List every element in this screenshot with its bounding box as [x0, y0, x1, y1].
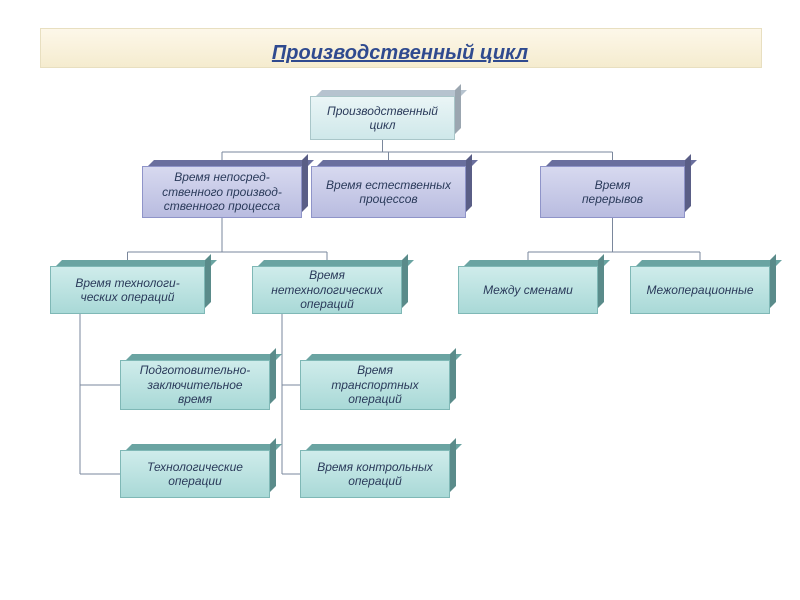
node-shadow-right: [598, 254, 604, 308]
node-shadow-right: [466, 154, 472, 212]
node-label: Время технологи-ческих операций: [75, 276, 179, 305]
node-label: Между сменами: [483, 283, 573, 297]
node-n3a: Между сменами: [458, 266, 598, 314]
node-label: Времянетехнологическихопераций: [271, 268, 382, 311]
node-n3: Времяперерывов: [540, 166, 685, 218]
node-n1b2: Время контрольныхопераций: [300, 450, 450, 498]
node-n1b: Времянетехнологическихопераций: [252, 266, 402, 314]
node-shadow-right: [450, 438, 456, 492]
node-root: Производственныйцикл: [310, 96, 455, 140]
node-n1a: Время технологи-ческих операций: [50, 266, 205, 314]
node-shadow-right: [302, 154, 308, 212]
node-shadow-right: [685, 154, 691, 212]
node-shadow-right: [770, 254, 776, 308]
node-label: Межоперационные: [646, 283, 753, 297]
node-label: Время контрольныхопераций: [317, 460, 433, 489]
node-n3b: Межоперационные: [630, 266, 770, 314]
node-n2: Время естественныхпроцессов: [311, 166, 466, 218]
node-label: Время непосред-ственного производ-ственн…: [162, 170, 282, 213]
node-n1: Время непосред-ственного производ-ственн…: [142, 166, 302, 218]
node-label: Время естественныхпроцессов: [326, 178, 451, 207]
node-label: Времяперерывов: [582, 178, 643, 207]
node-label: Производственныйцикл: [327, 104, 438, 133]
node-shadow-right: [455, 84, 461, 134]
node-label: Времятранспортныхопераций: [331, 363, 418, 406]
node-n1a2: Технологическиеоперации: [120, 450, 270, 498]
node-shadow-right: [402, 254, 408, 308]
node-shadow-right: [450, 348, 456, 404]
page-title: Производственный цикл: [0, 42, 800, 65]
node-shadow-right: [270, 348, 276, 404]
node-label: Подготовительно-заключительноевремя: [140, 363, 251, 406]
node-n1b1: Времятранспортныхопераций: [300, 360, 450, 410]
node-shadow-right: [270, 438, 276, 492]
node-label: Технологическиеоперации: [147, 460, 243, 489]
node-shadow-right: [205, 254, 211, 308]
node-n1a1: Подготовительно-заключительноевремя: [120, 360, 270, 410]
